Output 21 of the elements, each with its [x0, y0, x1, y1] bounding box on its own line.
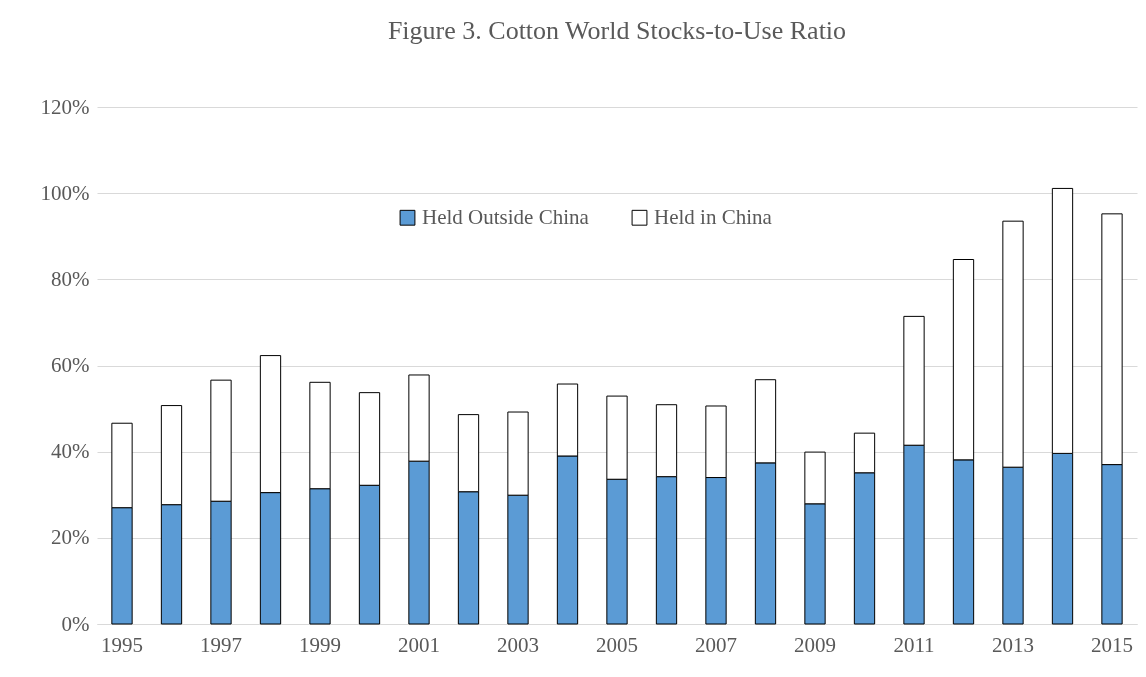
chart-title: Figure 3. Cotton World Stocks-to-Use Ratio — [387, 16, 847, 45]
x-tick-label: 1995 — [101, 632, 143, 657]
y-tick-label: 80% — [51, 266, 90, 291]
x-tick-label: 2013 — [992, 632, 1034, 657]
x-tick-label: 1999 — [299, 632, 341, 657]
y-tick-label: 40% — [51, 439, 90, 464]
x-tick-label: 2015 — [1091, 632, 1133, 657]
x-tick-label: 2007 — [695, 632, 737, 657]
x-tick-label: 1997 — [200, 632, 242, 657]
y-tick-label: 100% — [40, 180, 90, 205]
y-tick-label: 0% — [61, 611, 90, 636]
x-tick-label: 2005 — [596, 632, 638, 657]
y-tick-label: 120% — [40, 94, 90, 119]
legend-label: Held Outside China — [422, 204, 590, 229]
x-tick-label: 2011 — [893, 632, 935, 657]
y-tick-label: 20% — [51, 525, 90, 550]
x-tick-label: 2003 — [497, 632, 539, 657]
legend-label: Held in China — [654, 204, 773, 229]
x-tick-label: 2009 — [794, 632, 836, 657]
y-tick-label: 60% — [51, 353, 90, 377]
x-tick-label: 2001 — [398, 632, 440, 657]
